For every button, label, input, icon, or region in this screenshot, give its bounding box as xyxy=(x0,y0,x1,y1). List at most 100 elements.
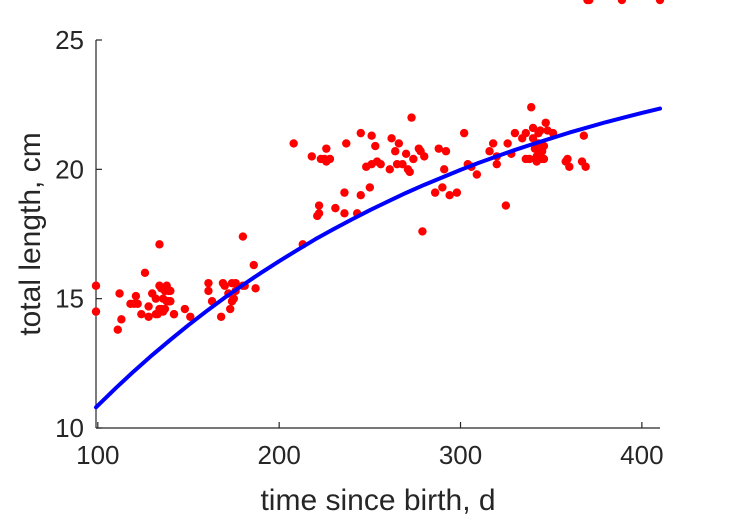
data-point xyxy=(585,0,594,5)
x-tick-label: 100 xyxy=(76,440,119,470)
data-point xyxy=(525,154,534,164)
data-point xyxy=(91,281,101,290)
data-point xyxy=(155,240,164,249)
data-point xyxy=(579,131,589,140)
data-point xyxy=(539,154,549,164)
data-point xyxy=(528,123,538,133)
x-tick-label: 200 xyxy=(257,440,300,470)
data-point xyxy=(387,134,396,143)
data-point xyxy=(204,286,213,296)
data-point xyxy=(340,188,349,197)
y-tick-label: 15 xyxy=(55,284,84,314)
data-point xyxy=(472,170,482,179)
data-point xyxy=(405,167,414,177)
x-axis-label: time since birth, d xyxy=(260,484,495,517)
data-point xyxy=(391,147,400,156)
data-point xyxy=(438,183,447,192)
data-point xyxy=(342,139,351,148)
data-point xyxy=(430,188,440,197)
data-point xyxy=(117,315,126,324)
data-point xyxy=(441,147,451,156)
data-point xyxy=(371,141,380,151)
data-point xyxy=(420,152,429,161)
data-point xyxy=(401,149,411,159)
data-point xyxy=(137,309,146,319)
data-point xyxy=(452,188,462,197)
data-point xyxy=(166,286,175,296)
data-point xyxy=(527,103,536,112)
data-point xyxy=(434,144,443,153)
data-point xyxy=(249,260,258,270)
fit-curve xyxy=(94,106,662,410)
data-point xyxy=(144,312,153,321)
data-point xyxy=(91,307,101,316)
data-point xyxy=(581,162,590,171)
data-point xyxy=(131,291,141,301)
data-point xyxy=(231,278,240,288)
data-point xyxy=(459,128,469,138)
data-point xyxy=(166,297,175,306)
data-point xyxy=(439,165,449,174)
x-tick-label: 400 xyxy=(620,440,663,470)
data-point xyxy=(385,165,394,174)
data-point xyxy=(225,304,235,314)
data-point xyxy=(492,159,501,169)
data-point xyxy=(655,0,665,5)
data-point xyxy=(501,201,511,210)
x-tick-label: 300 xyxy=(439,440,482,470)
data-point xyxy=(539,141,549,151)
data-point xyxy=(204,278,213,288)
data-point xyxy=(521,128,531,138)
data-point xyxy=(186,312,195,321)
data-point xyxy=(325,154,335,164)
data-point xyxy=(169,309,179,319)
data-point xyxy=(160,304,170,314)
data-point xyxy=(407,113,416,122)
data-point xyxy=(541,118,550,127)
data-point xyxy=(528,134,538,143)
data-point xyxy=(367,131,376,140)
data-point xyxy=(445,191,454,200)
data-point xyxy=(133,299,142,309)
y-tick-label: 10 xyxy=(55,413,84,443)
data-point xyxy=(565,162,574,171)
data-point xyxy=(418,227,427,236)
data-points xyxy=(91,0,665,334)
data-point xyxy=(356,191,365,200)
data-point xyxy=(314,201,324,210)
data-point xyxy=(151,294,161,303)
data-point xyxy=(398,159,407,169)
data-point xyxy=(220,281,229,290)
data-point xyxy=(365,183,375,192)
data-point xyxy=(563,154,572,164)
data-point xyxy=(510,128,520,138)
x-axis-ticks: 100 200 300 400 xyxy=(76,422,664,470)
data-point xyxy=(331,203,340,213)
data-point xyxy=(536,126,545,135)
data-point xyxy=(238,232,248,241)
data-point xyxy=(216,312,226,321)
data-point xyxy=(485,147,494,156)
data-point xyxy=(229,294,239,303)
data-point xyxy=(251,284,260,293)
y-tick-label: 25 xyxy=(55,25,84,55)
y-axis-label: total length, cm xyxy=(14,132,47,335)
data-point xyxy=(307,152,317,161)
data-point xyxy=(409,154,418,164)
data-point xyxy=(376,159,385,169)
data-point xyxy=(340,209,349,218)
data-point xyxy=(113,325,122,334)
data-point xyxy=(180,304,190,314)
data-point xyxy=(356,128,365,138)
data-point xyxy=(115,289,124,298)
data-point xyxy=(144,302,153,311)
data-point xyxy=(503,139,512,148)
data-point xyxy=(140,268,150,277)
data-point xyxy=(394,139,404,148)
plot-area: 100 200 300 400 10 15 20 25 xyxy=(55,0,665,470)
data-point xyxy=(617,0,627,5)
data-point xyxy=(322,144,331,153)
data-point xyxy=(314,209,324,218)
data-point xyxy=(289,139,298,148)
